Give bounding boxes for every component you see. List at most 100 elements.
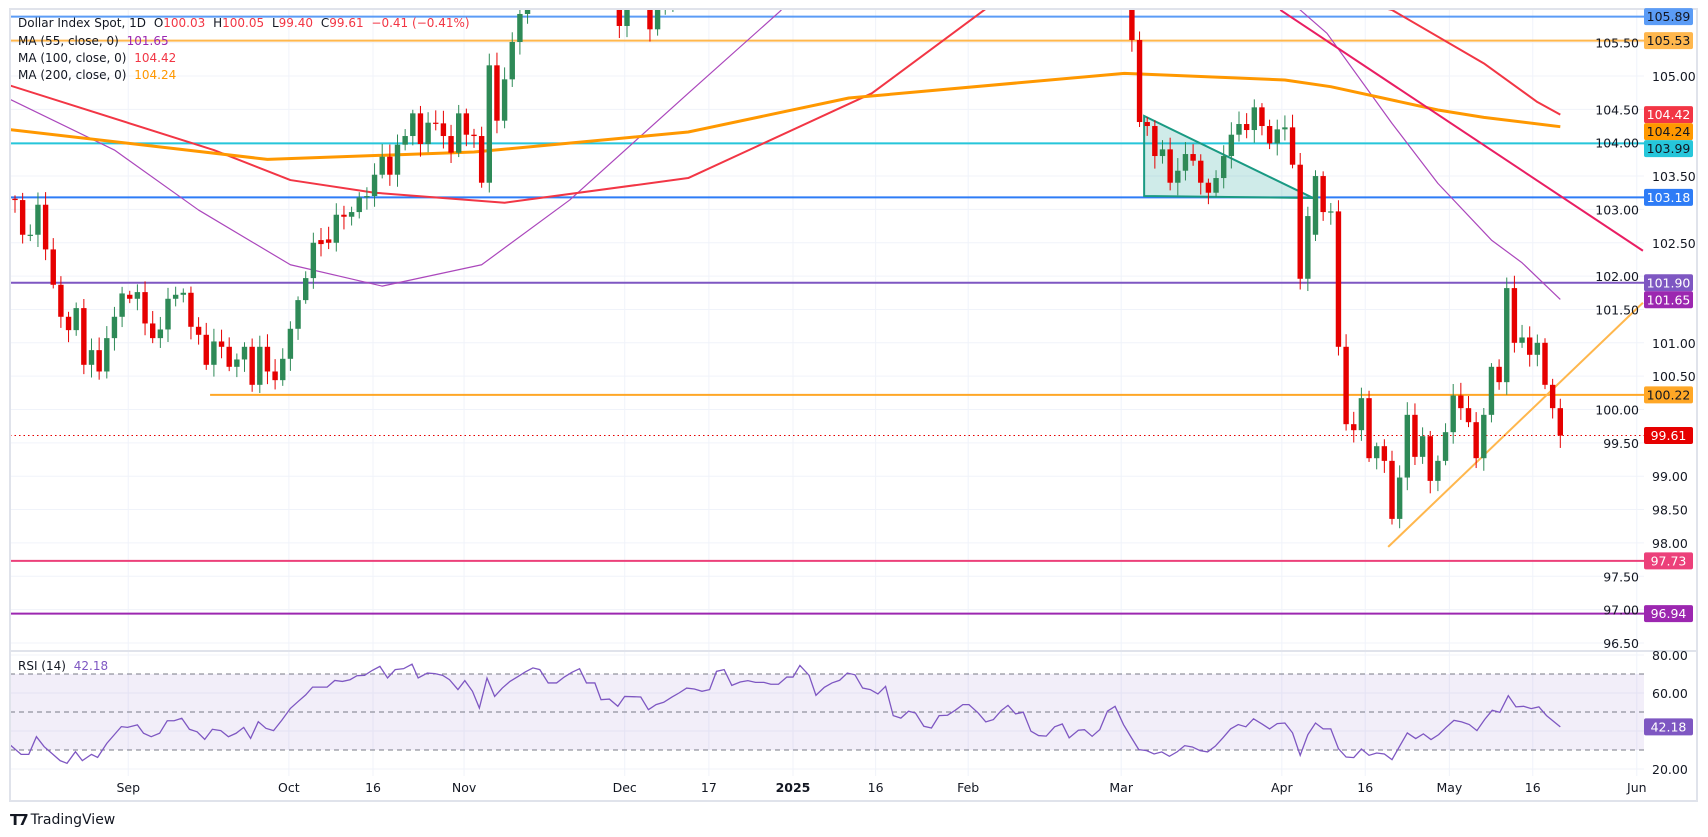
- candle-body: [364, 196, 370, 198]
- descending-resistance-trendline: [1279, 10, 1644, 252]
- rsi-axis-tick: 20.00: [1652, 762, 1688, 777]
- candle-body: [1335, 211, 1342, 347]
- candle-body: [1289, 127, 1296, 165]
- candle-body: [1504, 288, 1510, 383]
- candle-body: [486, 65, 492, 183]
- ma200-legend[interactable]: MA (200, close, 0) 104.24: [18, 67, 180, 84]
- candle: [364, 187, 370, 210]
- candle: [1282, 115, 1288, 141]
- time-axis-label: Mar: [1109, 780, 1133, 795]
- price-label-text: 104.24: [1647, 124, 1691, 139]
- high-value: 100.05: [222, 16, 265, 30]
- candle-body: [471, 134, 477, 137]
- candle: [1213, 170, 1219, 198]
- descending-triangle-pattern: [1143, 114, 1314, 200]
- candle: [264, 334, 271, 385]
- candle-body: [1243, 124, 1250, 131]
- price-label-text: 103.99: [1647, 141, 1691, 156]
- price-axis-tick: 98.00: [1652, 536, 1688, 551]
- candle: [471, 128, 477, 148]
- candle-body: [58, 284, 64, 317]
- tradingview-logo[interactable]: T7 TradingView: [10, 811, 115, 829]
- candle-body: [647, 10, 653, 30]
- candle: [249, 338, 255, 392]
- price-label-text: 100.22: [1647, 387, 1691, 402]
- candle-body: [478, 136, 485, 183]
- time-axis-label: 16: [365, 780, 381, 795]
- symbol-title[interactable]: Dollar Index Spot, 1D: [18, 16, 146, 30]
- candle: [1129, 10, 1135, 52]
- candle: [533, 0, 538, 8]
- price-label-bg: [1644, 605, 1693, 623]
- price-label-text: 105.89: [1647, 9, 1691, 24]
- candle-body: [157, 329, 164, 339]
- candle: [1335, 200, 1342, 356]
- candle-body: [287, 328, 294, 359]
- candle: [1358, 387, 1365, 441]
- candle: [672, 10, 674, 12]
- candle: [387, 144, 393, 186]
- candle: [647, 10, 653, 42]
- candle: [226, 337, 232, 372]
- candle-body: [1221, 156, 1227, 179]
- candle-body: [310, 242, 317, 279]
- candle: [1519, 324, 1525, 348]
- candle-body: [81, 308, 87, 365]
- time-axis-label: May: [1436, 780, 1462, 795]
- ma55-legend[interactable]: MA (55, close, 0) 101.65: [18, 33, 173, 50]
- candle: [654, 10, 661, 36]
- candle-body: [1213, 178, 1219, 193]
- price-axis-tick: 99.50: [1603, 436, 1639, 451]
- candle: [440, 110, 447, 149]
- moving-average-line: [10, 10, 1561, 204]
- candle: [42, 192, 49, 261]
- symbol-legend: Dollar Index Spot, 1D O100.03 H100.05 L9…: [18, 15, 474, 32]
- candle-body: [1465, 408, 1472, 423]
- candle-body: [616, 10, 623, 26]
- candle: [1549, 378, 1556, 419]
- candle: [1427, 430, 1433, 494]
- price-axis-tick: 105.00: [1652, 69, 1696, 84]
- time-axis-label: Apr: [1271, 780, 1293, 795]
- candle: [1435, 455, 1441, 492]
- candle-body: [371, 174, 378, 197]
- price-label-bg: [1644, 274, 1693, 292]
- price-label-bg: [1644, 386, 1693, 404]
- rsi-legend[interactable]: RSI (14) 42.18: [18, 658, 112, 675]
- candle-body: [440, 123, 447, 137]
- candle: [1320, 171, 1326, 221]
- ma100-legend[interactable]: MA (100, close, 0) 104.42: [18, 50, 180, 67]
- candle-body: [1152, 126, 1158, 157]
- rsi-pane: [10, 663, 1644, 765]
- candle: [1136, 31, 1143, 128]
- candle-body: [1404, 414, 1410, 478]
- candle-body: [241, 346, 248, 360]
- candle-body: [333, 214, 339, 243]
- candle: [601, 0, 606, 5]
- candle-body: [211, 341, 217, 365]
- candle-body: [1190, 154, 1196, 161]
- candle-body: [1374, 446, 1380, 459]
- candle-body: [663, 0, 668, 6]
- candle-body: [501, 79, 508, 121]
- candle: [188, 286, 194, 340]
- candle-body: [19, 200, 26, 235]
- candle: [142, 281, 148, 336]
- ma100-value: 104.42: [134, 51, 177, 65]
- candle: [1266, 119, 1273, 150]
- candle: [1243, 113, 1250, 139]
- candle-body: [1450, 395, 1456, 433]
- price-axis-tick: 101.00: [1652, 336, 1696, 351]
- candle-body: [1129, 10, 1135, 40]
- candle: [663, 0, 668, 15]
- candle-body: [150, 323, 156, 339]
- candle-body: [1366, 398, 1372, 459]
- candle-body: [517, 13, 523, 42]
- price-axis-tick: 103.50: [1652, 169, 1696, 184]
- candle-body: [410, 113, 416, 137]
- candle: [1374, 442, 1380, 470]
- ma200-value: 104.24: [134, 68, 177, 82]
- candle-body: [348, 212, 355, 217]
- rsi-value: 42.18: [73, 659, 109, 673]
